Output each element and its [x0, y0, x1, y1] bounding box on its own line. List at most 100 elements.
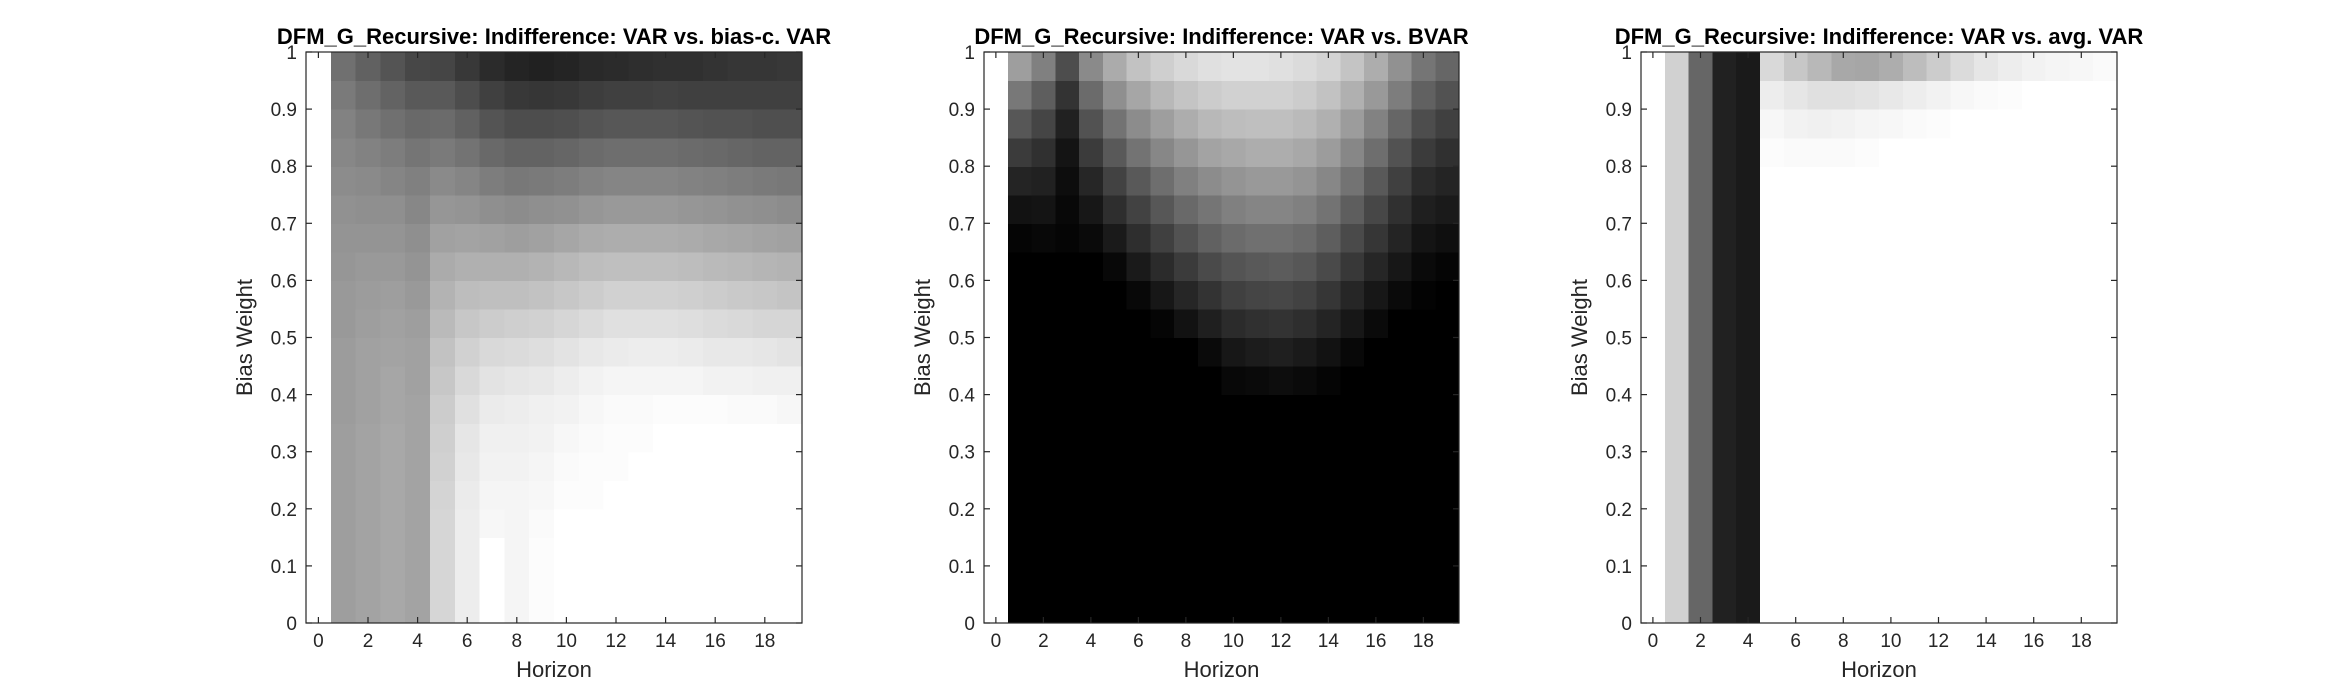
heatmap-cell: [578, 280, 605, 310]
heatmap-cell: [678, 251, 704, 281]
y-tick-label: 0.2: [1606, 500, 1632, 521]
heatmap-cell: [1150, 537, 1175, 567]
heatmap-cell: [504, 194, 530, 224]
heatmap-cell: [1340, 451, 1365, 481]
heatmap-cell: [1340, 52, 1365, 82]
heatmap-cell: [1292, 52, 1318, 82]
heatmap-cell: [1760, 280, 1785, 310]
heatmap-cell: [1926, 423, 1951, 453]
heatmap-cell: [1102, 223, 1128, 253]
heatmap-cell: [1340, 137, 1365, 167]
heatmap-cell: [1760, 166, 1785, 196]
heatmap-cell: [1855, 423, 1880, 453]
heatmap-cell: [1079, 537, 1104, 567]
heatmap-cell: [1221, 194, 1246, 224]
heatmap-cell: [1736, 280, 1761, 310]
heatmap-cell: [1269, 537, 1294, 567]
heatmap-cell: [454, 223, 481, 253]
x-tick-label: 8: [512, 631, 523, 652]
heatmap-cell: [1292, 537, 1318, 567]
heatmap-cell: [777, 137, 803, 167]
heatmap-cell: [1245, 280, 1270, 310]
heatmap-cell: [1902, 451, 1928, 481]
heatmap-cell: [1831, 423, 1856, 453]
heatmap-cell: [1974, 451, 1999, 481]
heatmap-cell: [479, 423, 505, 453]
heatmap-cell: [1879, 80, 1904, 110]
heatmap-cell: [727, 337, 753, 367]
heatmap-cell: [1197, 280, 1223, 310]
heatmap-cell: [1126, 194, 1151, 224]
heatmap-cell: [306, 251, 332, 281]
heatmap-cell: [1435, 223, 1460, 253]
heatmap-cell: [1435, 109, 1460, 139]
heatmap-cell: [2045, 52, 2070, 82]
heatmap-cell: [777, 166, 803, 196]
heatmap-cell: [380, 366, 406, 396]
heatmap-cell: [578, 594, 605, 624]
heatmap-cell: [1760, 109, 1785, 139]
heatmap-cell: [405, 508, 431, 538]
heatmap-cell: [1197, 80, 1223, 110]
heatmap-cell: [1387, 594, 1413, 624]
heatmap-cell: [306, 194, 332, 224]
heatmap-cell: [454, 394, 481, 424]
heatmap-cell: [1174, 166, 1199, 196]
heatmap-cell: [1007, 223, 1033, 253]
heatmap-cell: [380, 251, 406, 281]
heatmap-cell: [653, 508, 679, 538]
heatmap-cell: [1197, 480, 1223, 510]
heatmap-cell: [1197, 594, 1223, 624]
heatmap-cell: [306, 451, 332, 481]
heatmap-cell: [1031, 194, 1056, 224]
heatmap-cell: [380, 480, 406, 510]
heatmap-cell: [1855, 166, 1880, 196]
heatmap-cell: [578, 109, 605, 139]
heatmap-cell: [1150, 565, 1175, 596]
heatmap-cell: [306, 280, 332, 310]
heatmap-cell: [653, 451, 679, 481]
heatmap-cell: [702, 394, 729, 424]
heatmap-cell: [1974, 480, 1999, 510]
heatmap-cell: [306, 480, 332, 510]
heatmap-cell: [1926, 194, 1951, 224]
heatmap-cell: [1855, 594, 1880, 624]
heatmap-cell: [380, 337, 406, 367]
heatmap-cell: [1150, 280, 1175, 310]
heatmap-cell: [330, 109, 357, 139]
heatmap-cell: [1007, 366, 1033, 396]
heatmap-cell: [603, 166, 629, 196]
heatmap-cell: [1950, 594, 1975, 624]
heatmap-cell: [1340, 337, 1365, 367]
heatmap-cell: [529, 80, 555, 110]
heatmap-cell: [2069, 337, 2094, 367]
heatmap-cell: [752, 280, 778, 310]
heatmap-cell: [1102, 251, 1128, 281]
heatmap-cell: [554, 80, 580, 110]
heatmap-cell: [1688, 137, 1713, 167]
heatmap-cell: [1736, 308, 1761, 339]
heatmap-cell: [1712, 166, 1737, 196]
heatmap-cell: [2069, 166, 2094, 196]
heatmap-cell: [1245, 80, 1270, 110]
heatmap-cell: [1102, 337, 1128, 367]
heatmap-cell: [1760, 480, 1785, 510]
heatmap-cell: [1269, 565, 1294, 596]
heatmap-cell: [2093, 394, 2118, 424]
heatmap-cell: [1007, 480, 1033, 510]
heatmap-cell: [1102, 565, 1128, 596]
heatmap-cell: [1269, 280, 1294, 310]
heatmap-cell: [1712, 423, 1737, 453]
heatmap-cell: [727, 537, 753, 567]
heatmap-cell: [1641, 194, 1666, 224]
heatmap-cell: [653, 223, 679, 253]
heatmap-cell: [330, 137, 357, 167]
heatmap-cell: [1031, 394, 1056, 424]
heatmap-cell: [1007, 80, 1033, 110]
x-axis-label: Horizon: [1841, 657, 1917, 682]
chart-title: DFM_G_Recursive: Indifference: VAR vs. a…: [1615, 24, 2144, 49]
heatmap-cell: [1197, 194, 1223, 224]
heatmap-cell: [1902, 366, 1928, 396]
heatmap-cell: [1411, 508, 1436, 538]
heatmap-cell: [430, 480, 456, 510]
